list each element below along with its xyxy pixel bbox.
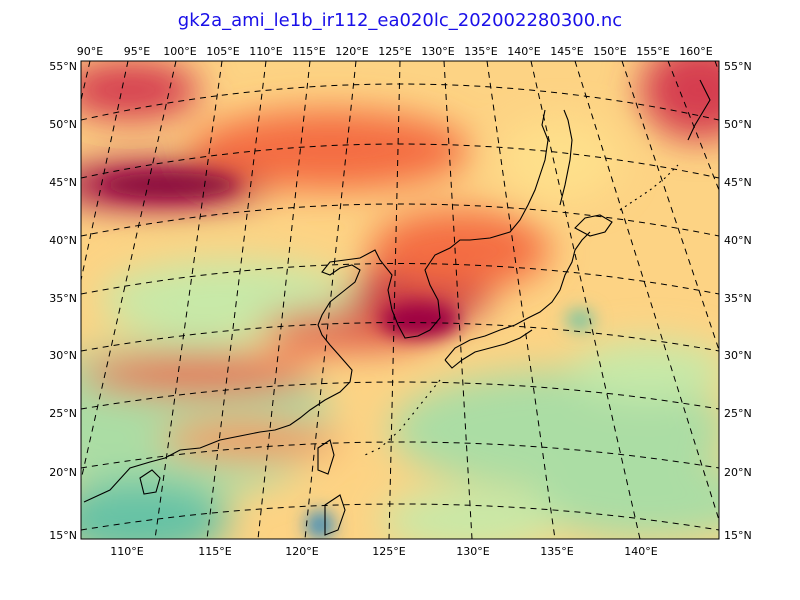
- left-tick-label: 20°N: [49, 466, 77, 479]
- top-tick-label: 115°E: [292, 45, 325, 58]
- map-title: gk2a_ami_le1b_ir112_ea020lc_202002280300…: [177, 10, 623, 31]
- left-tick-label: 50°N: [49, 118, 77, 131]
- left-tick-label: 25°N: [49, 407, 77, 420]
- left-tick-label: 55°N: [49, 60, 77, 73]
- right-tick-label: 30°N: [724, 349, 752, 362]
- top-tick-label: 125°E: [378, 45, 411, 58]
- right-tick-label: 35°N: [724, 292, 752, 305]
- left-axis-labels: 55°N 50°N 45°N 40°N 35°N 30°N 25°N 20°N …: [49, 60, 77, 542]
- top-tick-label: 130°E: [421, 45, 454, 58]
- left-tick-label: 45°N: [49, 176, 77, 189]
- top-tick-label: 90°E: [77, 45, 103, 58]
- left-tick-label: 35°N: [49, 292, 77, 305]
- top-axis-labels: 90°E 95°E 100°E 105°E 110°E 115°E 120°E …: [77, 45, 713, 58]
- coastlines: [83, 79, 711, 536]
- bottom-axis-labels: 110°E 115°E 120°E 125°E 130°E 135°E 140°…: [110, 545, 657, 558]
- bottom-tick-label: 120°E: [285, 545, 318, 558]
- right-axis-labels: 55°N 50°N 45°N 40°N 35°N 30°N 25°N 20°N …: [724, 60, 752, 542]
- map-frame: [80, 60, 720, 540]
- top-tick-label: 160°E: [679, 45, 712, 58]
- top-tick-label: 95°E: [124, 45, 150, 58]
- left-tick-label: 30°N: [49, 349, 77, 362]
- top-tick-label: 120°E: [335, 45, 368, 58]
- bottom-tick-label: 135°E: [540, 545, 573, 558]
- satellite-image: [81, 61, 719, 539]
- right-tick-label: 40°N: [724, 234, 752, 247]
- top-tick-label: 105°E: [206, 45, 239, 58]
- bottom-tick-label: 110°E: [110, 545, 143, 558]
- left-tick-label: 15°N: [49, 529, 77, 542]
- top-tick-label: 140°E: [507, 45, 540, 58]
- top-tick-label: 100°E: [163, 45, 196, 58]
- right-tick-label: 50°N: [724, 118, 752, 131]
- graticule: [81, 61, 719, 539]
- right-tick-label: 15°N: [724, 529, 752, 542]
- top-tick-label: 150°E: [593, 45, 626, 58]
- top-tick-label: 135°E: [464, 45, 497, 58]
- bottom-tick-label: 125°E: [372, 545, 405, 558]
- right-tick-label: 45°N: [724, 176, 752, 189]
- right-tick-label: 25°N: [724, 407, 752, 420]
- right-tick-label: 20°N: [724, 466, 752, 479]
- top-tick-label: 155°E: [636, 45, 669, 58]
- bottom-tick-label: 115°E: [198, 545, 231, 558]
- left-tick-label: 40°N: [49, 234, 77, 247]
- top-tick-label: 110°E: [249, 45, 282, 58]
- right-tick-label: 55°N: [724, 60, 752, 73]
- bottom-tick-label: 140°E: [624, 545, 657, 558]
- bottom-tick-label: 130°E: [456, 545, 489, 558]
- top-tick-label: 145°E: [550, 45, 583, 58]
